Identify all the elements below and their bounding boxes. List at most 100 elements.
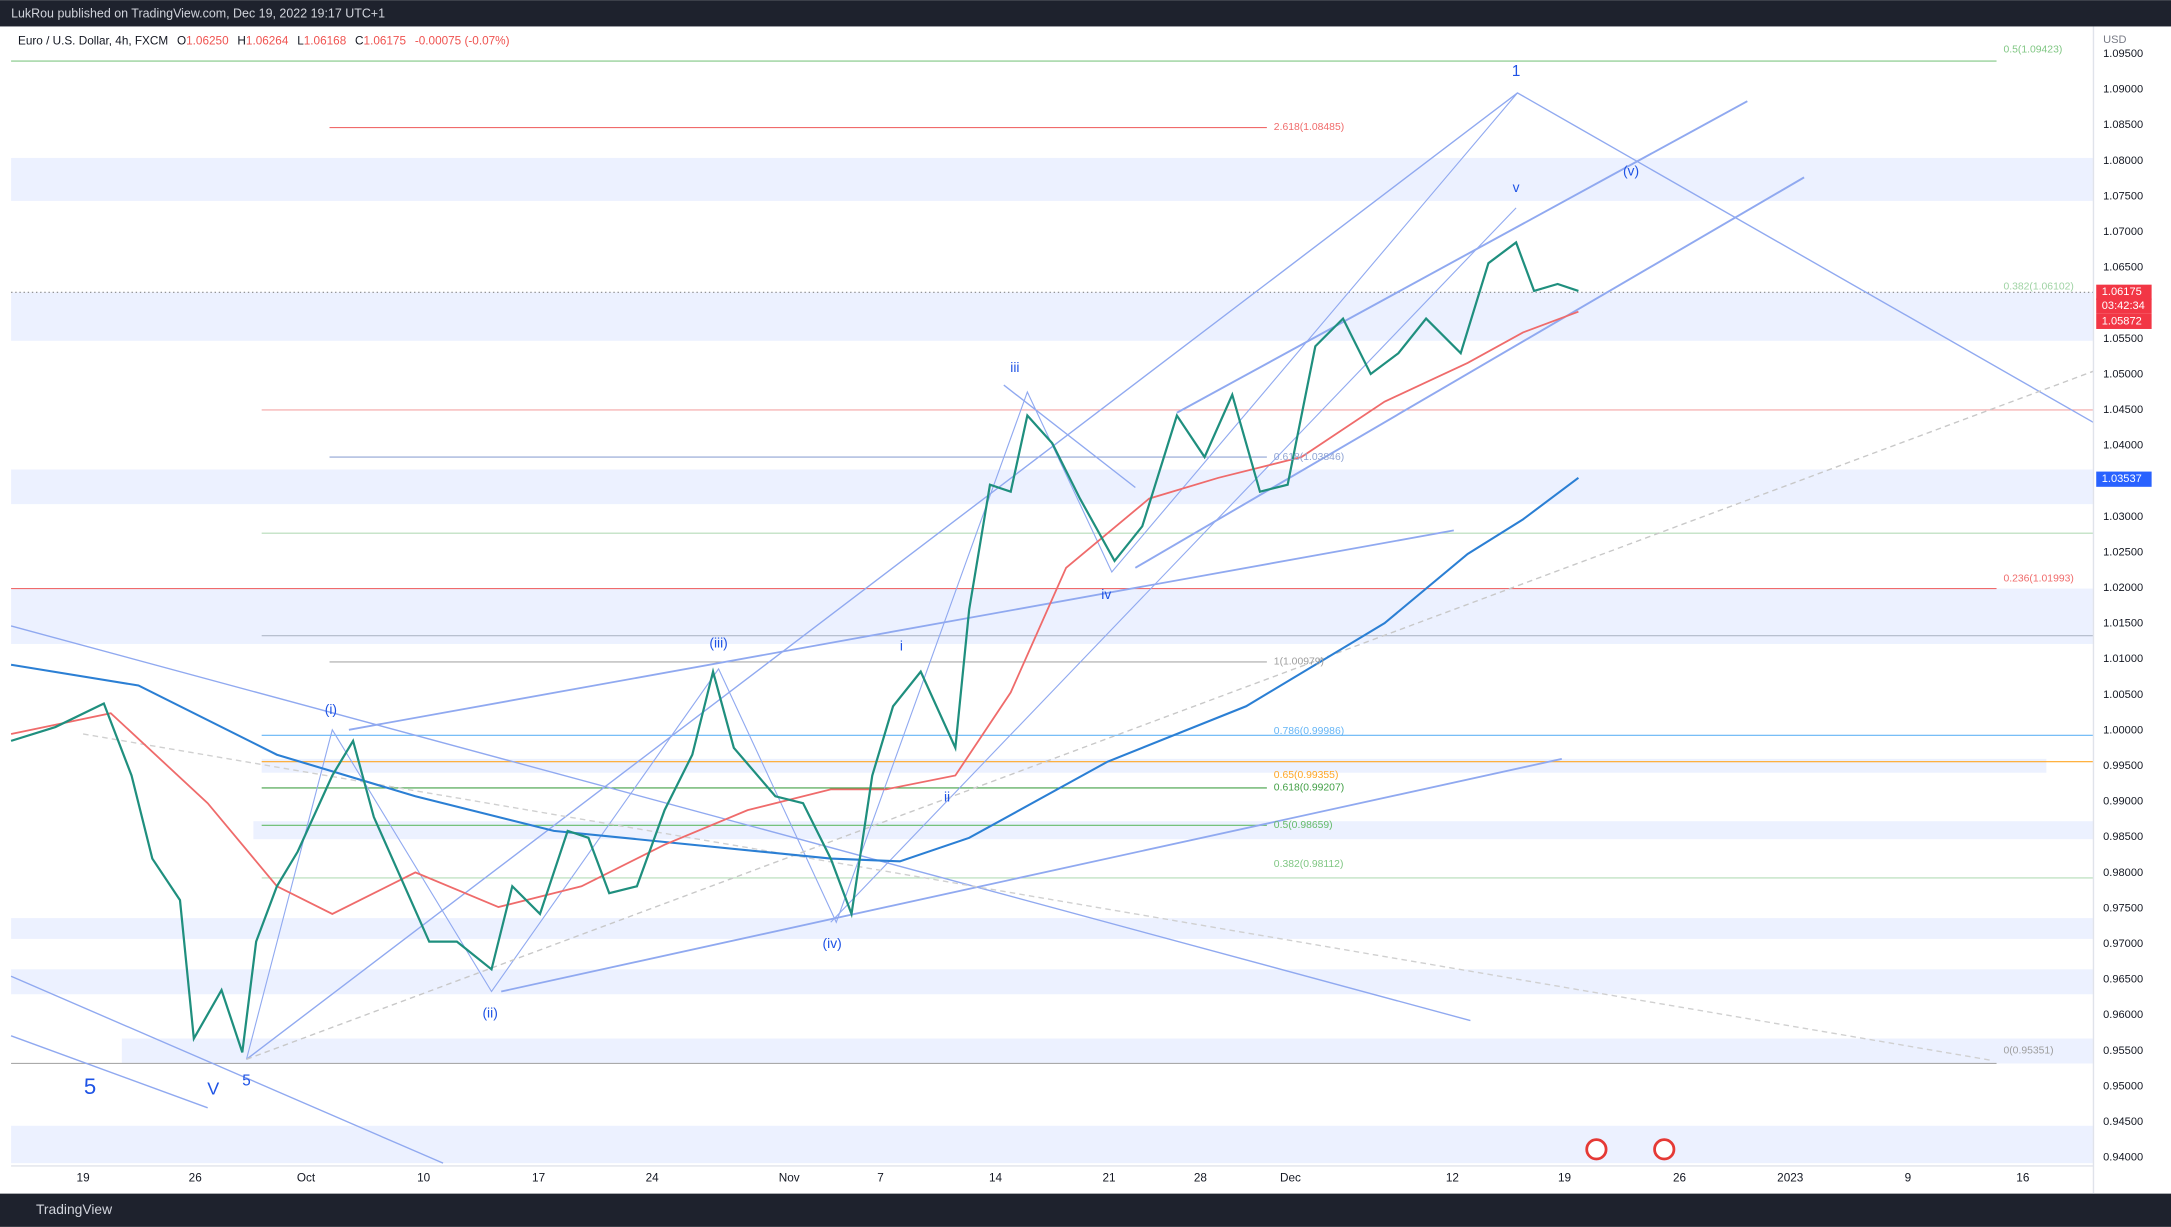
fib-label: 0.786(0.99986): [1274, 726, 1344, 737]
fib-label: 0.5(1.09423): [2003, 45, 2062, 56]
trend-line: [1176, 100, 1748, 414]
wave-label: V: [207, 1079, 219, 1099]
wave-label: i: [900, 637, 903, 653]
wave-label: (ii): [482, 1004, 497, 1020]
price-tag: 03:42:34: [2102, 300, 2145, 312]
time-label: 19: [77, 1172, 90, 1185]
price-label: 0.96000: [2103, 1009, 2143, 1021]
moving-average-fast: [10, 310, 1579, 915]
price-label: 1.04500: [2103, 404, 2143, 416]
trend-line: [10, 625, 1471, 1022]
ohlc-value: 1.06264: [246, 35, 289, 48]
wave-label: iii: [1010, 359, 1019, 375]
time-label: 17: [532, 1172, 545, 1185]
time-label: 16: [2016, 1172, 2030, 1185]
fib-label: 0.382(0.98112): [1274, 859, 1344, 870]
ohlc-key: C: [355, 35, 364, 48]
time-label: Dec: [1280, 1172, 1301, 1185]
currency: USD: [2103, 34, 2126, 46]
price-label: 1.04000: [2103, 440, 2143, 452]
price-label: 1.07500: [2103, 190, 2143, 202]
event-icon[interactable]: [1653, 1138, 1676, 1161]
time-label: 26: [189, 1172, 203, 1185]
price-label: 1.08000: [2103, 155, 2143, 167]
trend-line: [1134, 176, 1805, 569]
time-label: 7: [877, 1172, 884, 1185]
price-label: 0.99000: [2103, 796, 2143, 808]
price-label: 1.05000: [2103, 368, 2143, 380]
price-label: 0.94000: [2103, 1152, 2143, 1164]
ohlc-value: 1.06175: [364, 35, 407, 48]
price-label: 0.99500: [2103, 760, 2143, 772]
price-label: 0.95000: [2103, 1080, 2143, 1092]
price-label: 1.09500: [2103, 48, 2143, 60]
fib-label: 0.236(1.01993): [2003, 574, 2073, 585]
wave-label: (iv): [823, 935, 842, 951]
time-label: 9: [1905, 1172, 1912, 1185]
price-label: 1.01500: [2103, 618, 2143, 630]
time-label: 12: [1446, 1172, 1459, 1185]
event-icon[interactable]: [1585, 1138, 1608, 1161]
ohlc-change: -0.00075 (-0.07%): [415, 35, 510, 48]
fib-label: 0.618(0.99207): [1274, 783, 1344, 794]
price-label: 0.97000: [2103, 938, 2143, 950]
fib-label: 1(1.00979): [1274, 657, 1324, 668]
price-label: 1.00500: [2103, 689, 2143, 701]
price-label: 0.98500: [2103, 831, 2143, 843]
moving-average-slow: [10, 476, 1580, 863]
time-label: 14: [989, 1172, 1003, 1185]
price-label: 1.00000: [2103, 724, 2143, 736]
price-label: 1.08500: [2103, 119, 2143, 131]
zone: [11, 292, 2094, 341]
trend-line: [82, 733, 1994, 1062]
wave-label: 1: [1512, 63, 1520, 80]
price-tag-bg: [2096, 471, 2152, 487]
price-label: 1.09000: [2103, 84, 2143, 96]
trend-line: [348, 529, 1454, 731]
trend-line: [10, 975, 444, 1164]
wave-label: 5: [84, 1074, 96, 1099]
zone: [11, 157, 2094, 201]
fib-label: 0.618(1.03846): [1274, 452, 1344, 463]
zone: [11, 918, 2094, 939]
ohlc-key: O: [177, 35, 186, 48]
price-label: 0.97500: [2103, 902, 2143, 914]
symbol-name: Euro / U.S. Dollar, 4h, FXCM: [18, 35, 168, 48]
price-label: 1.02500: [2103, 546, 2143, 558]
fib-lines: [11, 60, 2094, 1065]
zone: [11, 1125, 2094, 1164]
brand: TradingView: [36, 1201, 113, 1217]
top-bar: [0, 0, 2171, 27]
bottom-bar: [0, 1193, 2171, 1227]
price-path: [10, 240, 1579, 1053]
price-tag-bg: [2096, 284, 2152, 300]
price-tag: 1.03537: [2102, 473, 2142, 485]
price-label: 1.02000: [2103, 582, 2143, 594]
wave-label: 5: [242, 1072, 250, 1089]
trend-line: [246, 370, 2094, 1060]
price-label: 1.06500: [2103, 262, 2143, 274]
fib-label: 0.5(0.98659): [1274, 820, 1333, 831]
wave-label: (iii): [709, 635, 727, 651]
zone: [11, 469, 2094, 505]
price-label: 0.94500: [2103, 1116, 2143, 1128]
fib-label: 2.618(1.08485): [1274, 122, 1344, 133]
zone: [11, 969, 2094, 995]
zone: [121, 1038, 2094, 1064]
publisher: LukRou published on TradingView.com, Dec…: [11, 6, 385, 20]
ohlc-key: L: [297, 35, 304, 48]
trend-line: [1003, 384, 1136, 489]
time-label: 19: [1558, 1172, 1571, 1185]
price-label: 1.07000: [2103, 226, 2143, 238]
price-tag: 1.06175: [2102, 286, 2142, 298]
trend-line: [830, 207, 1517, 923]
fib-label: 0.65(0.99355): [1274, 770, 1339, 781]
price-tag-bg: [2096, 313, 2152, 329]
ohlc-value: 1.06250: [186, 35, 229, 48]
wave-label: iv: [1101, 586, 1111, 602]
price-label: 0.98000: [2103, 867, 2143, 879]
time-label: 26: [1673, 1172, 1687, 1185]
